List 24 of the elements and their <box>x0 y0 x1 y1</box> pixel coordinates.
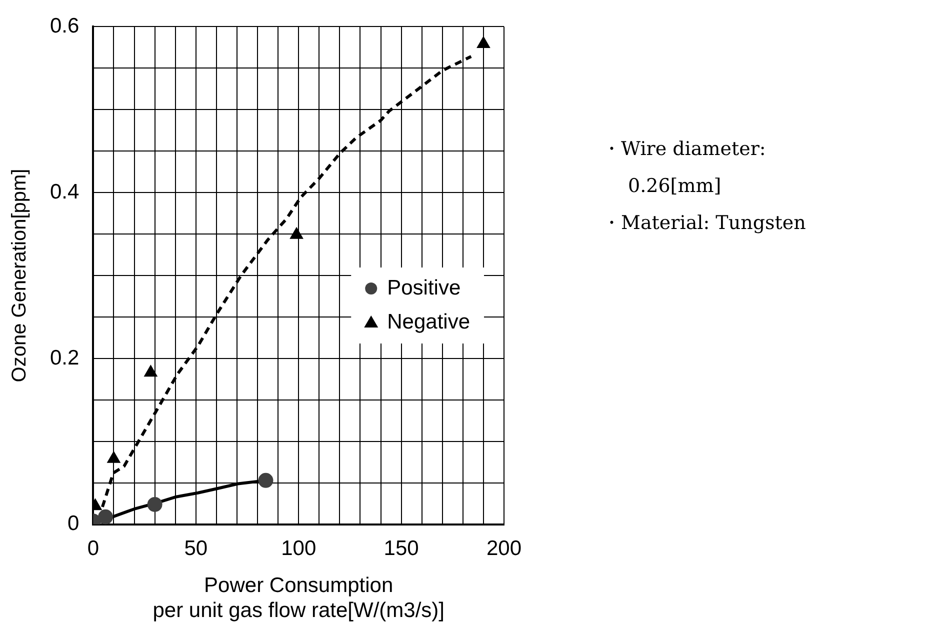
y-tick-label: 0 <box>68 512 80 536</box>
text: per unit gas flow rate[W/(m3/s)] <box>152 599 444 622</box>
point <box>98 509 114 524</box>
point <box>258 472 274 488</box>
legend-label: Positive <box>387 276 461 300</box>
y-tick-label: 0.6 <box>50 14 80 38</box>
point <box>476 36 490 48</box>
x-tick-label: 50 <box>184 536 208 560</box>
text: Power Consumption <box>204 574 394 597</box>
text: 0.26[mm] <box>627 175 722 197</box>
x-tick-label: 0 <box>87 536 100 560</box>
legend-label: Negative <box>387 310 470 334</box>
x-tick-label: 200 <box>486 536 522 560</box>
y-axis-title: Ozone Generation[ppm] <box>8 168 31 382</box>
point <box>290 227 304 239</box>
point <box>147 496 162 512</box>
point <box>107 451 120 463</box>
y-tick-label: 0.4 <box>50 180 80 204</box>
y-tick-label: 0.2 <box>50 346 80 370</box>
x-tick-label: 100 <box>281 536 316 560</box>
point <box>144 365 158 377</box>
text: ・Wire diameter: <box>602 138 767 160</box>
text: ・Material: Tungsten <box>602 212 806 234</box>
x-tick-label: 150 <box>384 536 419 560</box>
